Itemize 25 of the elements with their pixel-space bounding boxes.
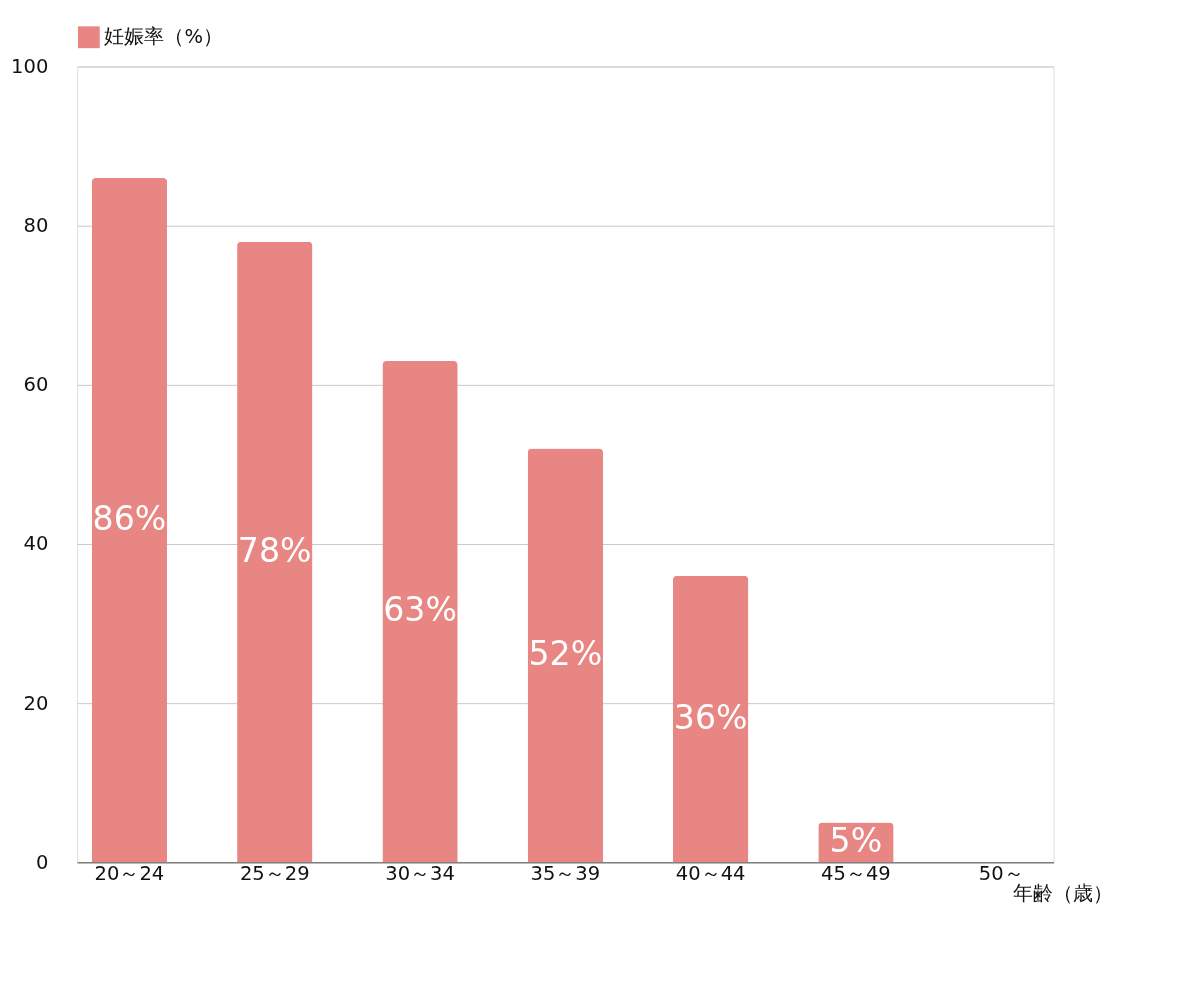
x-tick-label: 30～34 (385, 862, 455, 886)
text: 5% (829, 821, 883, 861)
y-tick-label: 20 (23, 691, 49, 715)
x-axis-title: 年齢（歳） (1012, 881, 1113, 905)
bar (382, 360, 458, 863)
bar (91, 177, 168, 863)
text: 63% (383, 590, 457, 630)
y-tick-label: 80 (23, 214, 49, 238)
y-tick-label: 40 (23, 532, 49, 556)
y-tick-label: 60 (23, 373, 49, 397)
bar (672, 575, 749, 863)
text: 36% (673, 697, 748, 737)
y-tick-label: 0 (35, 850, 49, 874)
bar (527, 448, 603, 863)
text: 86% (92, 498, 167, 538)
x-tick-label: 45～49 (821, 862, 891, 886)
legend-label: 妊娠率（%） (104, 25, 224, 49)
x-tick-label: 25～29 (239, 862, 310, 886)
text: 78% (237, 530, 312, 570)
x-tick-label: 20～24 (94, 862, 165, 886)
x-tick-label: 40～44 (675, 862, 746, 886)
text: 52% (528, 634, 603, 674)
bar (237, 241, 313, 863)
x-tick-label: 35～39 (530, 862, 601, 886)
y-tick-label: 100 (11, 54, 49, 78)
